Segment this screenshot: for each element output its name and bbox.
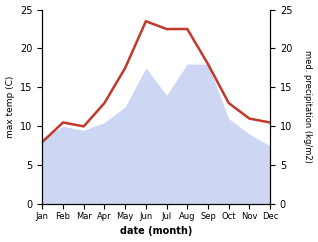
Y-axis label: max temp (C): max temp (C) (5, 76, 15, 138)
Y-axis label: med. precipitation (kg/m2): med. precipitation (kg/m2) (303, 51, 313, 163)
X-axis label: date (month): date (month) (120, 227, 192, 236)
